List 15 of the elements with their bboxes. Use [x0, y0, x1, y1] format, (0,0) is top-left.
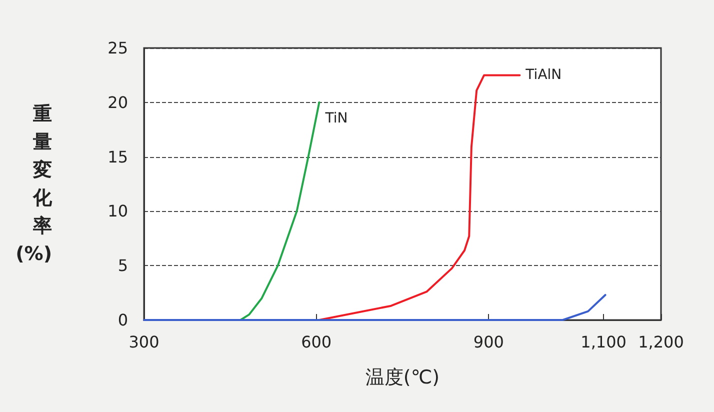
- x-tick-label: 300: [128, 332, 160, 352]
- x-tick-label: 1,100: [580, 332, 626, 352]
- y-tick-label: 10: [108, 202, 128, 221]
- y-tick-label: 5: [118, 256, 128, 276]
- y-axis-title: 重量変化率(%): [16, 103, 53, 265]
- x-tick-label: 1,200: [638, 332, 684, 352]
- y-tick-label: 25: [108, 38, 128, 58]
- series-label: TiAlN: [524, 67, 562, 84]
- series-label: TiN: [324, 110, 348, 126]
- x-tick-label: 600: [301, 332, 332, 352]
- x-tick-label: 900: [473, 332, 504, 352]
- y-tick-label: 20: [108, 92, 128, 112]
- y-tick-label: 0: [118, 310, 128, 330]
- x-axis-title: 温度(℃): [365, 366, 440, 388]
- y-tick-label: 15: [108, 147, 128, 166]
